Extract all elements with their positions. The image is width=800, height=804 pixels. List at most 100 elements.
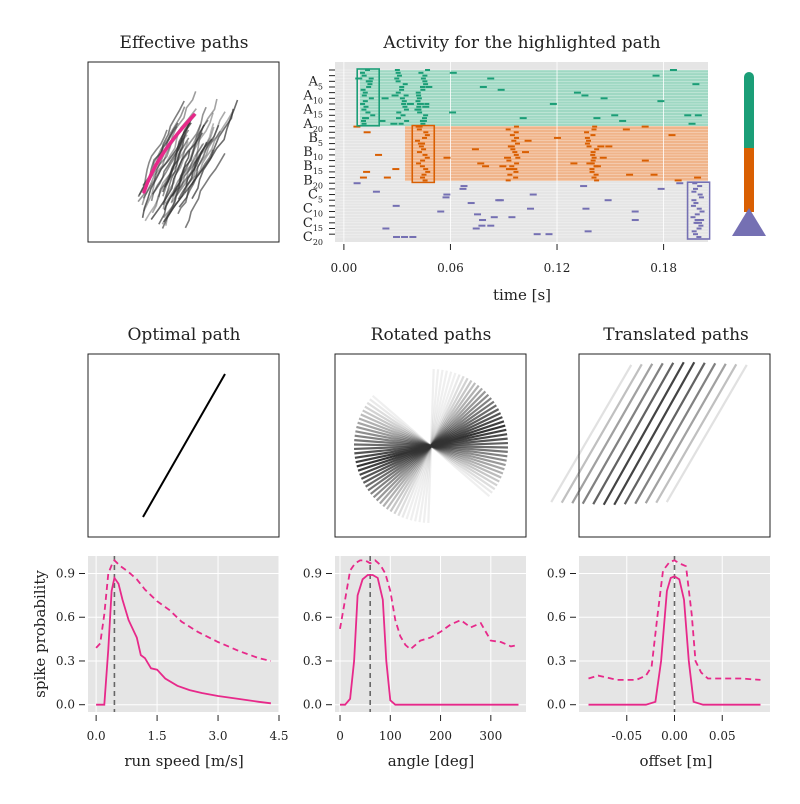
y-tick-label-sub: 15 <box>313 167 323 176</box>
effective-path <box>162 106 207 197</box>
burst-box <box>686 181 711 240</box>
dashed-curve <box>339 559 519 651</box>
x-tick-label: 0.0 <box>87 729 106 743</box>
y-tick-label-base: C <box>303 216 313 231</box>
y-tick-label-base: C <box>303 230 313 245</box>
effective-path <box>177 149 214 215</box>
y-tick-label: A10 <box>302 88 323 105</box>
effective-path <box>185 130 221 187</box>
y-tick-label-sub: 5 <box>318 196 323 205</box>
y-tick-label: B10 <box>303 145 323 162</box>
x-tick-label: 200 <box>429 729 452 743</box>
offset-x-label: offset [m] <box>640 752 713 770</box>
speed-plot: 0.0 1.5 3.0 4.5 0.0 0.3 0.6 0.9 <box>56 556 289 743</box>
solid-curve <box>588 575 761 706</box>
y-tick-label: 0.3 <box>303 654 322 668</box>
burst-box <box>356 68 380 127</box>
x-tick-label: -0.05 <box>611 729 642 743</box>
translated-path <box>592 362 675 505</box>
y-tick-label: C5 <box>308 188 323 205</box>
translated-path <box>613 361 696 506</box>
translated-paths-title: Translated paths <box>603 325 749 345</box>
rotated-path <box>360 413 502 479</box>
effective-paths-frame <box>87 61 280 243</box>
x-tick-label: 0.00 <box>661 729 688 743</box>
optimal-path-line <box>142 373 226 518</box>
translated-path <box>644 363 727 504</box>
effective-path <box>171 119 209 197</box>
y-tick-label: 0.6 <box>547 610 566 624</box>
effective-path <box>165 126 215 226</box>
translated-path <box>602 361 685 506</box>
effective-path <box>152 137 183 195</box>
offset-plot: -0.05 0.00 0.05 0.0 0.3 0.6 0.9 <box>547 556 770 743</box>
effective-path <box>178 108 234 208</box>
rotated-path <box>366 401 496 491</box>
rotated-path <box>357 421 505 471</box>
rotated-path <box>356 425 506 467</box>
y-tick-label-base: A <box>302 88 313 103</box>
dashed-curve <box>588 559 761 681</box>
effective-path <box>161 142 205 225</box>
activity-x-ticks: 0.00 0.06 0.12 0.18 <box>331 244 677 275</box>
effective-paths-title: Effective paths <box>120 33 249 53</box>
activity-x-label: time [s] <box>493 286 551 304</box>
y-tick-label: 0.0 <box>303 698 322 712</box>
spike-probability-y-label: spike probability <box>31 570 49 698</box>
rotated-path <box>362 409 500 483</box>
effective-path <box>162 137 190 206</box>
x-tick-label: 300 <box>479 729 502 743</box>
y-tick-label: 0.0 <box>547 698 566 712</box>
translated-path <box>655 363 738 504</box>
burst-box <box>411 124 436 184</box>
y-tick-label-base: B <box>308 131 318 146</box>
rotated-paths-lines <box>353 369 509 523</box>
y-tick-label: C20 <box>303 230 323 247</box>
x-tick-label: 3.0 <box>208 729 227 743</box>
rotated-path <box>371 394 491 498</box>
y-tick-label: 0.9 <box>303 566 322 580</box>
activity-title: Activity for the highlighted path <box>382 33 660 53</box>
y-tick-label-sub: 10 <box>313 96 323 105</box>
effective-path <box>191 111 234 186</box>
y-tick-label: 0.6 <box>303 610 322 624</box>
y-tick-label: B20 <box>303 173 323 190</box>
translated-paths-frame <box>578 353 771 538</box>
x-tick-label: 0.05 <box>709 729 736 743</box>
speed-x-label: run speed [m/s] <box>124 752 243 770</box>
translated-path <box>550 364 633 503</box>
effective-path <box>184 152 226 229</box>
group-colorbar <box>732 72 766 236</box>
angle-plot: 0 100 200 300 0.0 0.3 0.6 0.9 <box>303 556 526 743</box>
highlighted-path <box>142 113 196 194</box>
effective-path <box>144 141 189 222</box>
x-tick-label: 1.5 <box>148 729 167 743</box>
x-tick-label: 0.12 <box>544 261 571 275</box>
y-tick-label: A15 <box>302 103 323 120</box>
y-tick-label-base: A <box>302 103 313 118</box>
y-tick-label: 0.6 <box>56 610 75 624</box>
activity-spikes <box>353 69 705 238</box>
y-tick-label-base: B <box>303 145 313 160</box>
translated-path <box>623 362 706 505</box>
rotated-path <box>358 417 504 475</box>
y-tick-label-base: C <box>308 188 318 203</box>
y-tick-label-sub: 10 <box>313 153 323 162</box>
y-tick-label-sub: 20 <box>313 181 323 190</box>
plot-background <box>335 556 526 712</box>
y-tick-label: 0.3 <box>547 654 566 668</box>
plot-background <box>88 556 279 712</box>
translated-path <box>560 363 643 504</box>
effective-path <box>158 132 204 225</box>
rotated-paths-title: Rotated paths <box>371 325 492 345</box>
y-tick-label: C15 <box>303 216 323 233</box>
x-tick-label: 4.5 <box>269 729 288 743</box>
y-tick-label-sub: 15 <box>313 224 323 233</box>
translated-path <box>581 362 664 505</box>
effective-paths-lines <box>137 91 239 229</box>
y-tick-label: C10 <box>303 202 323 219</box>
solid-curve <box>340 574 519 706</box>
y-tick-label-base: C <box>303 202 313 217</box>
y-tick-label: 0.9 <box>56 566 75 580</box>
